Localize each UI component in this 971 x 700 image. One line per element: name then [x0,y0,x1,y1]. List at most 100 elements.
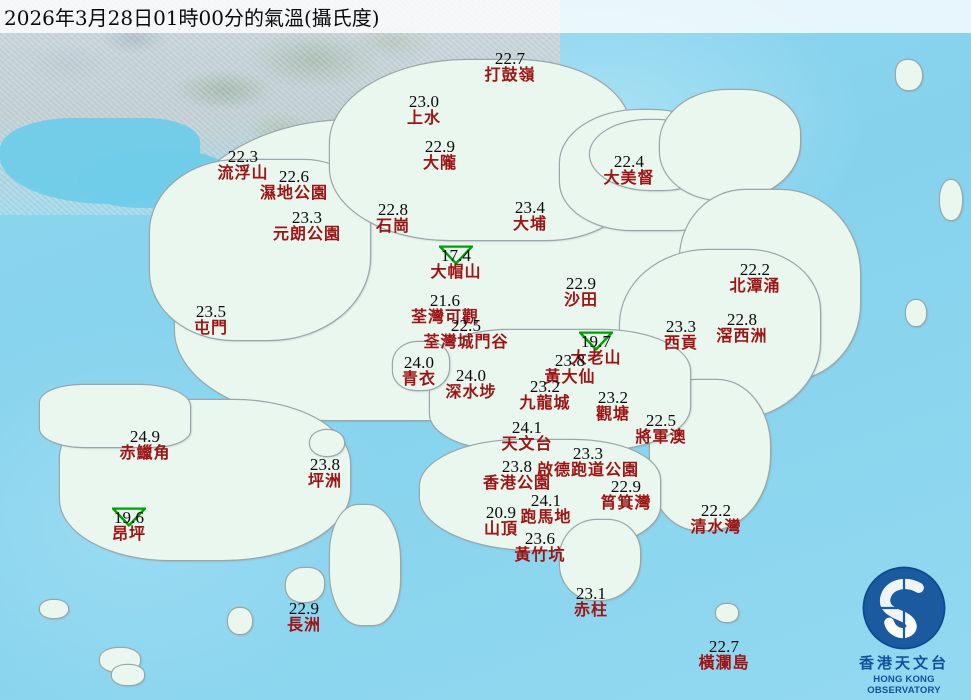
station-temperature-value: 23.4 [514,198,546,217]
station-name: 石崗 [375,216,411,236]
island-soko-2 [112,665,144,685]
station-name: 筲箕灣 [600,493,652,513]
logo-name-en: HONG KONG OBSERVATORY [867,674,941,696]
station-name: 上水 [406,108,442,128]
station-label: 24.1 天文台 [501,419,552,453]
station-label: 23.3 元朗公園 [273,209,341,243]
station-label: 19.7 大老山 [570,333,621,367]
station-name: 赤柱 [573,600,609,620]
station-temperature-value: 22.9 [424,137,456,156]
station-temperature-value: 24.1 [511,418,543,437]
station-name: 大老山 [570,348,622,368]
station-temperature-value: 22.4 [613,152,645,171]
station-label: 22.5 將軍澳 [635,412,686,446]
station-label: 23.2 九龍城 [519,378,570,412]
station-label: 22.2 清水灣 [690,502,741,536]
station-label: 22.8 石崗 [376,201,410,235]
page-title: 2026年3月28日01時00分的氣溫(攝氏度) [4,6,380,30]
station-temperature-value: 22.9 [288,599,320,618]
station-temperature-value: 23.8 [554,351,586,370]
low-temp-triangle-marker [579,331,613,351]
station-temperature-value: 22.2 [739,260,771,279]
station-label: 22.9 大隴 [423,138,457,172]
station-name: 荃灣可觀 [410,307,480,327]
station-temperature-value: 22.5 [645,411,677,430]
station-temperature-value: 23.6 [524,529,556,548]
station-name: 北潭涌 [729,276,781,296]
station-name: 荃灣城門谷 [423,332,509,352]
station-temperature-value: 24.1 [530,491,562,510]
station-name: 啟德跑道公園 [536,460,640,480]
land-stanley-peninsula [560,520,640,600]
logo-name-cn: 香港天文台 [858,654,949,672]
station-label: 24.9 赤鱲角 [119,428,170,462]
station-temperature-value: 23.8 [501,457,533,476]
station-temperature-value: 23.2 [597,388,629,407]
station-name: 跑馬地 [520,507,572,527]
station-name: 滘西洲 [716,326,768,346]
station-name: 青衣 [401,369,437,389]
station-temperature-value: 23.8 [309,455,341,474]
station-name: 天文台 [501,434,553,454]
station-temperature-value: 22.8 [377,200,409,219]
station-name: 元朗公園 [272,224,342,244]
station-temperature-value: 23.2 [529,377,561,396]
station-label: 23.0 上水 [407,93,441,127]
island-waglan [716,604,738,622]
station-temperature-value: 23.1 [575,584,607,603]
station-name: 將軍澳 [635,427,687,447]
hko-swirl-logo-icon [862,566,946,650]
station-label: 22.6 濕地公園 [260,168,328,202]
station-label: 23.8 黃大仙 [544,352,595,386]
station-label: 23.8 坪洲 [308,456,342,490]
station-temperature-value: 23.3 [665,317,697,336]
island-sw-small-2 [228,608,252,634]
station-temperature-value: 23.3 [291,208,323,227]
station-temperature-value: 23.3 [572,444,604,463]
station-name: 觀塘 [595,404,631,424]
island-ne-small-1 [896,60,922,90]
station-label: 23.3 啟德跑道公園 [537,445,639,479]
station-temperature-value: 17.4 [440,246,472,265]
station-label: 22.7 橫瀾島 [698,638,749,672]
station-name: 九龍城 [519,393,571,413]
station-temperature-value: 23.5 [195,302,227,321]
land-chek-lap-kok-airport [40,385,190,447]
station-name: 坪洲 [307,471,343,491]
station-label: 22.3 流浮山 [217,148,268,182]
station-name: 打鼓嶺 [484,65,536,85]
low-temp-triangle-marker [439,245,473,265]
station-name: 橫瀾島 [698,653,750,673]
station-label: 23.2 觀塘 [596,389,630,423]
station-temperature-value: 22.7 [494,49,526,68]
title-banner: 2026年3月28日01時00分的氣溫(攝氏度) [0,0,971,33]
island-sw-small-1 [40,600,68,618]
hko-logo: 香港天文台 HONG KONG OBSERVATORY [843,562,965,696]
station-label: 23.4 大埔 [513,199,547,233]
island-lamma [330,505,400,625]
station-name: 長洲 [286,615,322,635]
station-temperature-value: 23.0 [408,92,440,111]
station-label: 23.6 黃竹坑 [514,530,565,564]
station-label: 22.7 打鼓嶺 [484,50,535,84]
station-label: 19.6 昂坪 [112,509,146,543]
station-label: 23.8 香港公園 [483,458,551,492]
station-temperature-value: 22.5 [450,316,482,335]
station-name: 大隴 [422,153,458,173]
station-name: 大帽山 [430,262,482,282]
island-ne-small-2 [940,180,962,220]
station-label: 22.9 筲箕灣 [600,478,651,512]
land-plover-cove [660,90,800,200]
station-label: 20.9 山頂 [484,504,518,538]
station-name: 沙田 [563,290,599,310]
station-label: 22.4 大美督 [603,153,654,187]
station-temperature-value: 21.6 [429,291,461,310]
island-peng-chau [310,430,344,456]
station-temperature-value: 22.2 [700,501,732,520]
station-temperature-value: 22.6 [278,167,310,186]
station-temperature-value: 22.9 [610,477,642,496]
station-name: 深水埗 [445,382,497,402]
station-name: 屯門 [193,318,229,338]
station-temperature-value: 24.0 [403,353,435,372]
station-label: 22.9 沙田 [564,275,598,309]
